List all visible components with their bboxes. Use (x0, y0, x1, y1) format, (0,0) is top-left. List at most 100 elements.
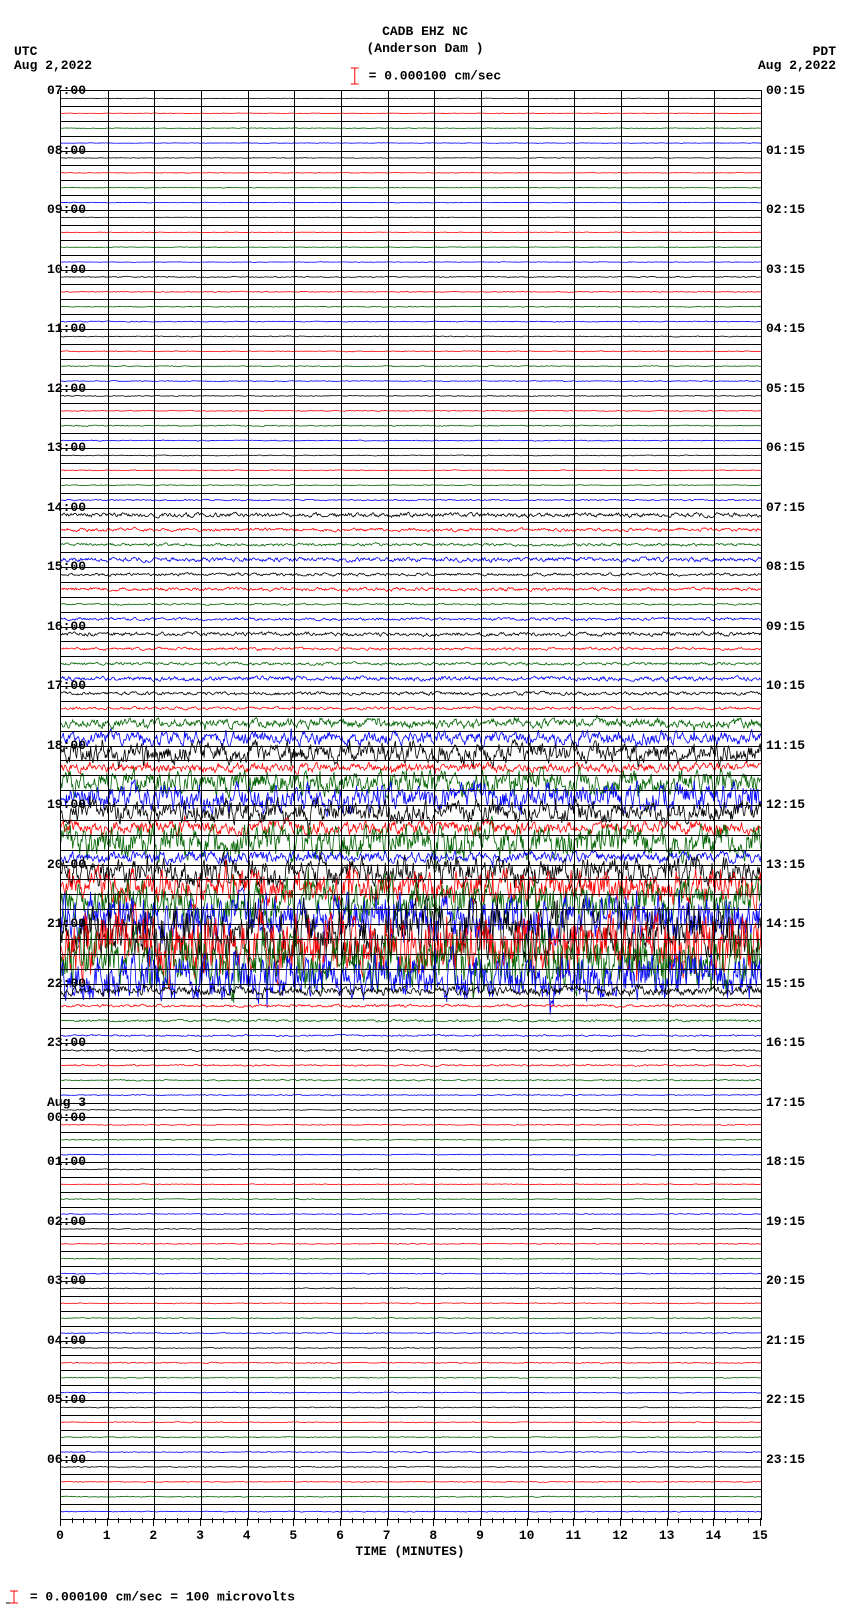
seismic-trace (61, 1124, 761, 1125)
seismic-trace (61, 425, 761, 426)
gridline-horizontal (61, 389, 761, 390)
seismic-trace (61, 631, 761, 636)
time-label-local: 19:15 (766, 1214, 805, 1229)
seismic-trace (61, 617, 761, 621)
gridline-horizontal (61, 746, 761, 747)
seismic-trace (61, 1377, 761, 1378)
seismic-trace (61, 128, 761, 129)
seismic-trace (61, 1034, 761, 1036)
gridline-horizontal (61, 151, 761, 152)
gridline-vertical (201, 91, 202, 1519)
gridline-horizontal (61, 433, 761, 434)
gridline-horizontal (61, 1043, 761, 1044)
gridline-horizontal (61, 299, 761, 300)
seismic-trace (61, 1318, 761, 1319)
gridline-horizontal (61, 537, 761, 538)
x-tick-minor (492, 1518, 493, 1523)
seismic-trace (61, 1347, 761, 1348)
time-label-utc: 08:00 (47, 143, 86, 158)
timezone-right: PDT (813, 44, 836, 59)
time-label-utc: 16:00 (47, 619, 86, 634)
time-label-local: 07:15 (766, 500, 805, 515)
time-label-local: 16:15 (766, 1035, 805, 1050)
gridline-horizontal (61, 1370, 761, 1371)
x-tick-minor (655, 1518, 656, 1523)
seismic-trace (61, 543, 761, 547)
x-tick-minor (737, 1518, 738, 1523)
x-tick-label: 15 (752, 1528, 768, 1543)
gridline-horizontal (61, 1460, 761, 1461)
seismic-trace (61, 647, 761, 651)
x-tick (340, 1518, 341, 1526)
seismic-trace (61, 1064, 761, 1066)
gridline-horizontal (61, 1132, 761, 1133)
gridline-horizontal (61, 284, 761, 285)
gridline-horizontal (61, 567, 761, 568)
time-label-local: 13:15 (766, 857, 805, 872)
time-label-local: 20:15 (766, 1273, 805, 1288)
gridline-vertical (108, 91, 109, 1519)
scale-bar-icon (349, 66, 361, 86)
seismic-trace (61, 247, 761, 248)
seismic-trace (61, 276, 761, 277)
gridline-horizontal (61, 1341, 761, 1342)
time-label-utc: Aug 3 00:00 (47, 1095, 86, 1125)
gridline-horizontal (61, 1147, 761, 1148)
gridline-horizontal (61, 195, 761, 196)
gridline-horizontal (61, 656, 761, 657)
x-tick-label: 5 (289, 1528, 297, 1543)
seismic-trace (61, 1049, 761, 1051)
seismic-trace (61, 512, 761, 518)
time-label-local: 02:15 (766, 202, 805, 217)
gridline-horizontal (61, 344, 761, 345)
seismic-trace (61, 172, 761, 173)
footer-scale-bar-icon (6, 1589, 22, 1605)
gridline-vertical (248, 91, 249, 1519)
seismic-trace (61, 706, 761, 710)
x-tick (620, 1518, 621, 1526)
gridline-horizontal (61, 210, 761, 211)
time-label-utc: 09:00 (47, 202, 86, 217)
gridline-horizontal (61, 924, 761, 925)
gridline-horizontal (61, 270, 761, 271)
x-tick-label: 3 (196, 1528, 204, 1543)
seismic-trace (61, 217, 761, 218)
time-label-utc: 21:00 (47, 916, 86, 931)
time-label-utc: 22:00 (47, 976, 86, 991)
gridline-horizontal (61, 1103, 761, 1104)
gridline-horizontal (61, 136, 761, 137)
x-tick-minor (352, 1518, 353, 1523)
x-tick-minor (270, 1518, 271, 1523)
time-label-local: 09:15 (766, 619, 805, 634)
seismic-trace (61, 603, 761, 605)
seismic-trace (61, 1139, 761, 1140)
gridline-horizontal (61, 865, 761, 866)
seismic-trace (61, 527, 761, 532)
x-tick (573, 1518, 574, 1526)
gridline-horizontal (61, 1385, 761, 1386)
gridline-horizontal (61, 255, 761, 256)
seismic-trace (61, 1184, 761, 1185)
time-label-local: 12:15 (766, 797, 805, 812)
x-tick-label: 7 (383, 1528, 391, 1543)
seismic-trace (61, 1511, 761, 1512)
seismic-trace (61, 1169, 761, 1170)
x-tick-label: 6 (336, 1528, 344, 1543)
seismic-trace (61, 113, 761, 114)
date-left: Aug 2,2022 (14, 58, 92, 73)
time-label-local: 10:15 (766, 678, 805, 693)
x-tick-minor (83, 1518, 84, 1523)
seismic-trace (61, 1154, 761, 1155)
seismic-trace (61, 380, 761, 381)
gridline-horizontal (61, 508, 761, 509)
x-tick-minor (562, 1518, 563, 1523)
x-tick-minor (305, 1518, 306, 1523)
gridline-horizontal (61, 716, 761, 717)
gridline-vertical (621, 91, 622, 1519)
gridline-horizontal (61, 835, 761, 836)
seismic-trace (61, 1496, 761, 1497)
seismic-trace (61, 410, 761, 411)
seismic-trace (61, 1079, 761, 1081)
seismic-trace (61, 485, 761, 486)
x-tick-minor (597, 1518, 598, 1523)
